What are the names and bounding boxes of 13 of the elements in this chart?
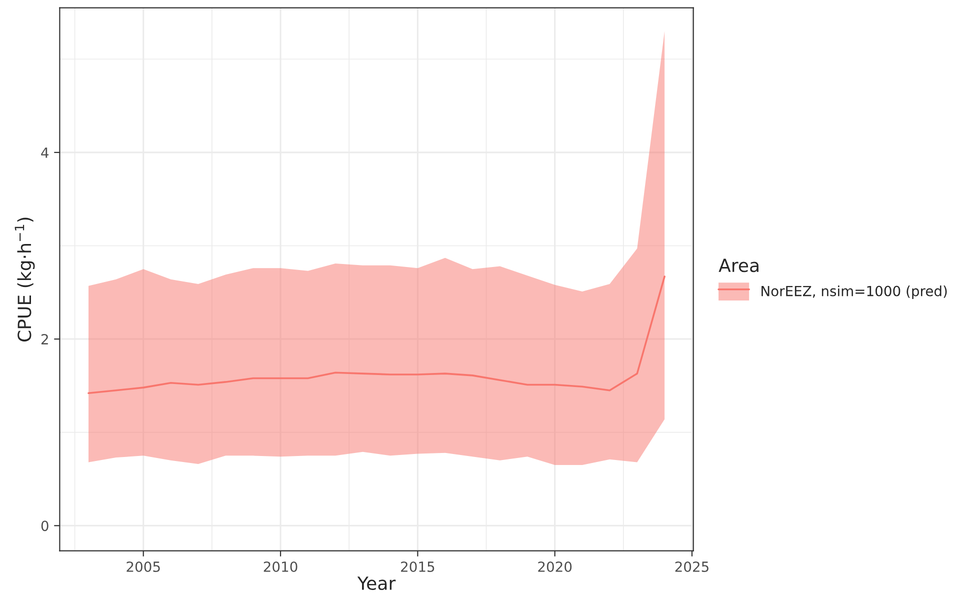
line-series [88,276,666,394]
x-tick-label: 2010 [264,561,298,572]
legend-title: Area [718,258,758,272]
x-axis-title: Year [357,576,396,590]
y-axis-title: CPUE (kg·h$^{−1}$) [14,218,35,342]
x-tick-label: 2020 [538,561,572,572]
y-tick-label: 4 [41,148,49,158]
y-tick-label: 0 [41,520,48,532]
y-tick-label: 2 [41,334,48,344]
x-tick-label: 2005 [126,561,160,572]
x-tick-label: 2025 [675,561,708,572]
x-tick-label: 2015 [401,561,434,572]
legend-label: NorEEZ, nsim=1000 (pred) [762,286,947,299]
